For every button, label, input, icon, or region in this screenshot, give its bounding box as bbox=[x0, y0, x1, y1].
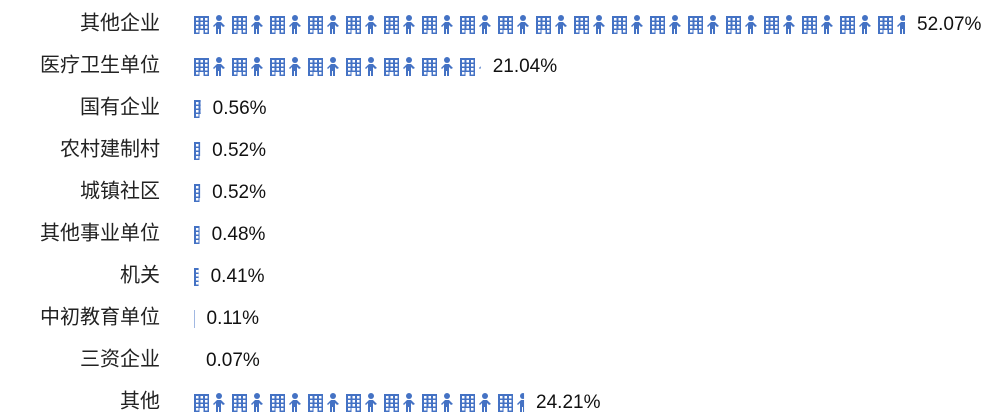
value-label: 0.11% bbox=[207, 308, 260, 329]
bar bbox=[193, 392, 525, 412]
category-label: 其他 bbox=[120, 389, 160, 413]
bar bbox=[193, 266, 199, 286]
category-label: 医疗卫生单位 bbox=[40, 53, 160, 77]
value-label: 21.04% bbox=[493, 56, 558, 77]
bar bbox=[193, 14, 905, 34]
category-label: 国有企业 bbox=[80, 95, 160, 119]
category-label: 机关 bbox=[120, 263, 160, 287]
category-label: 其他企业 bbox=[80, 11, 160, 35]
value-label: 24.21% bbox=[536, 392, 601, 413]
bar bbox=[193, 224, 200, 244]
bar bbox=[193, 56, 481, 76]
bar bbox=[193, 140, 201, 160]
value-label: 0.52% bbox=[212, 182, 266, 203]
value-label: 0.52% bbox=[212, 140, 266, 161]
bar bbox=[193, 308, 195, 328]
category-label: 三资企业 bbox=[80, 347, 160, 371]
value-label: 0.56% bbox=[213, 98, 267, 119]
category-label: 中初教育单位 bbox=[40, 305, 160, 329]
value-label: 0.48% bbox=[212, 224, 266, 245]
bar bbox=[193, 182, 201, 202]
category-label: 农村建制村 bbox=[60, 137, 160, 161]
value-label: 0.41% bbox=[211, 266, 265, 287]
category-label: 城镇社区 bbox=[80, 179, 160, 203]
bar bbox=[193, 98, 201, 118]
value-label: 0.07% bbox=[206, 350, 260, 371]
category-label: 其他事业单位 bbox=[40, 221, 160, 245]
bar bbox=[193, 350, 194, 370]
value-label: 52.07% bbox=[917, 14, 982, 35]
